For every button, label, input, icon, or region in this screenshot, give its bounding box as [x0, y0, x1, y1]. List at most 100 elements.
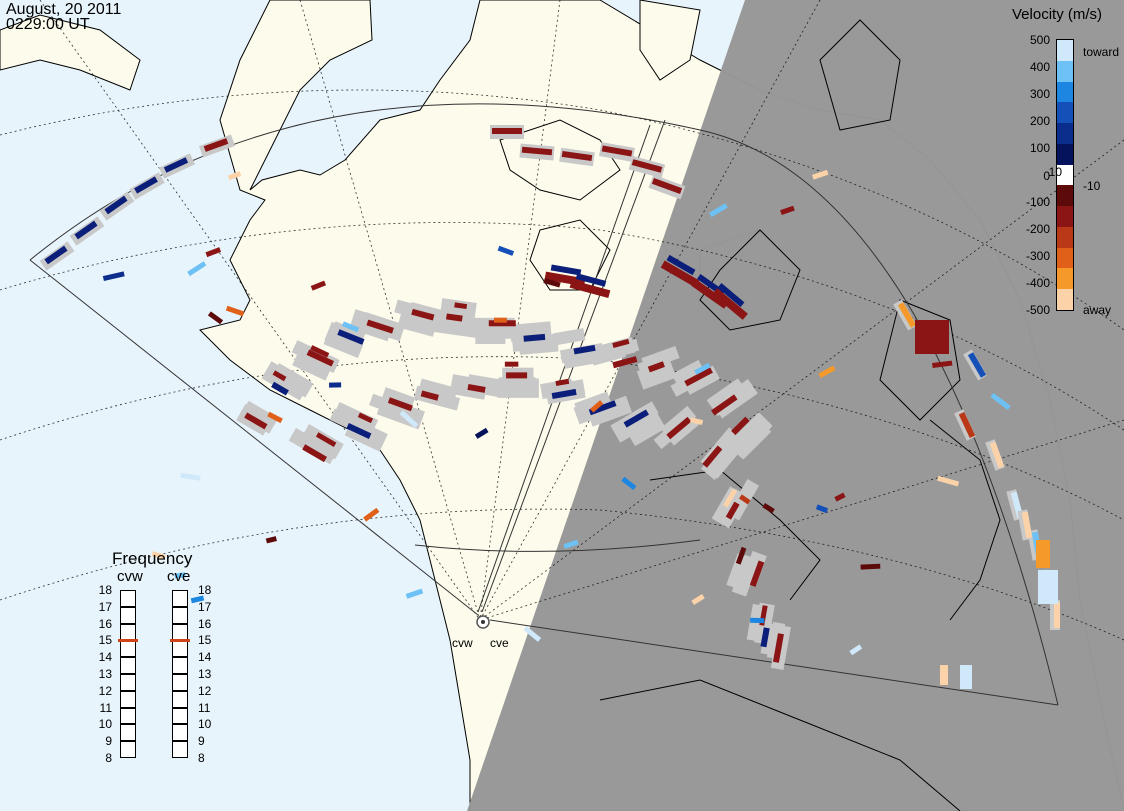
echo-cell — [780, 205, 795, 216]
echo-cell — [346, 423, 372, 439]
echo-cell — [555, 378, 570, 387]
night-coastlines — [599, 19, 1001, 811]
echo-cell — [612, 338, 630, 348]
echo-cell — [337, 329, 365, 345]
echo-cell — [420, 390, 439, 401]
colorbar-segment — [1057, 123, 1073, 145]
echo-cells — [39, 125, 1060, 689]
colorbar-tick: -100 — [1025, 195, 1050, 209]
freq-cell-cvw — [120, 657, 136, 674]
echo-cell — [760, 627, 770, 648]
echo-cell — [989, 441, 1005, 469]
echo-cell — [261, 361, 310, 401]
colorbar-tick: 100 — [1029, 141, 1050, 155]
echo-cell — [860, 563, 881, 570]
freq-cell-cve — [172, 623, 188, 641]
colorbar-segment — [1057, 60, 1073, 83]
echo-cell — [834, 492, 846, 502]
freq-cell-cve — [172, 707, 188, 725]
echo-cell — [812, 169, 829, 180]
echo-cell — [387, 397, 413, 412]
freq-cell-cve — [172, 606, 188, 624]
echo-cell — [936, 475, 960, 487]
freq-scale-right: 10 — [198, 717, 212, 732]
freq-scale-right: 14 — [198, 650, 212, 665]
echo-cell — [494, 317, 507, 323]
colorbar-segment — [1057, 102, 1073, 124]
echo-cell — [265, 536, 277, 544]
echo-cell — [762, 502, 775, 514]
echo-cell — [940, 665, 948, 685]
colorbar-tick: -400 — [1025, 276, 1050, 290]
freq-cell-cve — [172, 657, 188, 674]
echo-cell — [967, 352, 987, 378]
echo-cell — [897, 302, 917, 328]
echo-cell — [1036, 540, 1050, 568]
echo-cell — [497, 245, 515, 256]
echo-cell — [691, 594, 705, 605]
freq-scale-left: 17 — [98, 599, 112, 614]
echo-cell — [569, 279, 611, 299]
echo-cell — [766, 621, 786, 660]
echo-cell — [357, 412, 374, 424]
echo-cell — [174, 572, 186, 579]
echo-cell — [647, 361, 665, 373]
echo-cell — [621, 476, 637, 491]
echo-cell — [190, 595, 205, 604]
colorbar-tick: -500 — [1025, 303, 1050, 317]
colorbar-segment — [1057, 164, 1073, 186]
echo-cell — [694, 362, 711, 375]
echo-cell — [310, 280, 327, 291]
echo-cell — [712, 288, 748, 320]
colorbar-tick: -300 — [1025, 249, 1050, 263]
echo-cell — [709, 203, 728, 218]
echo-cell — [523, 333, 546, 342]
toward-label: toward — [1083, 45, 1120, 59]
echo-cell — [590, 400, 604, 413]
freq-cell-cvw — [120, 623, 136, 641]
echo-cell — [684, 367, 713, 387]
echo-cell — [691, 279, 729, 309]
colorbar-segment — [1057, 206, 1073, 228]
echo-cell — [74, 220, 98, 240]
echo-cell — [187, 261, 207, 277]
echo-cell — [397, 312, 437, 337]
freq-cell-cvw — [120, 674, 136, 691]
freq-scale-left: 15 — [98, 633, 112, 648]
echo-cell — [405, 588, 424, 599]
echo-cell — [292, 352, 332, 381]
echo-cell — [666, 416, 692, 440]
graticule — [0, 0, 1124, 641]
freq-scale-right: 13 — [198, 667, 212, 681]
echo-cell — [1021, 511, 1033, 539]
echo-cell — [366, 319, 394, 334]
colorbar-tick: 10 — [1048, 165, 1062, 179]
echo-cell — [625, 411, 666, 447]
echo-cell — [488, 320, 516, 327]
echo-cell — [239, 400, 279, 434]
echo-cell — [315, 432, 337, 447]
freq-scale-right: 8 — [198, 751, 205, 765]
echo-cell — [731, 416, 750, 436]
echo-cell — [323, 331, 364, 359]
colorbar-tick: 300 — [1029, 87, 1050, 101]
echo-cell — [341, 321, 360, 333]
freq-cell-cvw — [120, 724, 136, 742]
echo-cell — [552, 328, 586, 346]
echo-cell — [723, 488, 738, 508]
colorbar-segment — [1057, 40, 1073, 62]
freq-scale-left: 9 — [105, 734, 112, 749]
echo-cell — [671, 359, 707, 390]
echo-cell — [227, 171, 242, 181]
echo-cell — [267, 411, 283, 424]
echo-cell — [818, 365, 836, 379]
freq-marker-cve — [170, 639, 190, 643]
echo-cell — [631, 159, 663, 173]
colorbar-segment — [1057, 226, 1073, 249]
time-label: 0229:00 UT — [6, 16, 90, 33]
freq-scale-left: 12 — [98, 683, 112, 698]
freq-cell-cve — [172, 724, 188, 742]
echo-cell — [203, 138, 229, 152]
echo-cell — [623, 409, 649, 428]
echo-cell — [244, 412, 268, 430]
